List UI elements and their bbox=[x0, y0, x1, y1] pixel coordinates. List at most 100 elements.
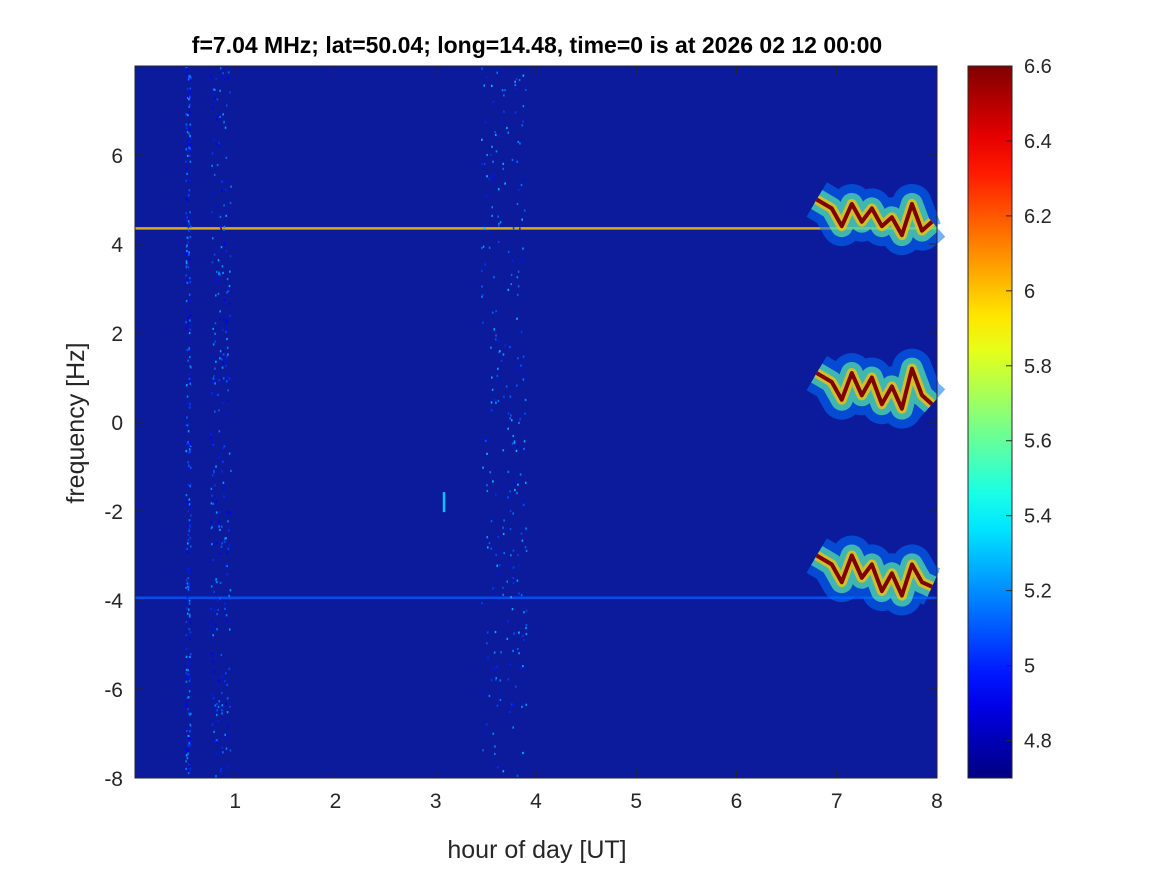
noise-speck bbox=[520, 667, 522, 669]
noise-speck bbox=[187, 401, 189, 403]
noise-speck bbox=[224, 226, 226, 228]
noise-speck bbox=[211, 585, 213, 587]
noise-speck bbox=[186, 173, 188, 175]
noise-speck bbox=[190, 329, 192, 331]
noise-speck bbox=[213, 471, 215, 473]
noise-speck bbox=[485, 731, 487, 733]
noise-speck bbox=[498, 224, 500, 226]
noise-speck bbox=[226, 358, 228, 360]
noise-speck bbox=[503, 94, 505, 96]
noise-speck bbox=[496, 666, 498, 668]
noise-speck bbox=[190, 225, 192, 227]
noise-speck bbox=[217, 609, 219, 611]
noise-speck bbox=[521, 124, 523, 126]
noise-speck bbox=[189, 135, 191, 137]
noise-speck bbox=[216, 511, 218, 513]
noise-speck bbox=[226, 157, 228, 159]
noise-speck bbox=[190, 76, 192, 78]
noise-speck bbox=[518, 285, 520, 287]
noise-speck bbox=[225, 331, 227, 333]
noise-speck bbox=[190, 281, 192, 283]
noise-speck bbox=[229, 377, 231, 379]
noise-speck bbox=[497, 215, 499, 217]
noise-speck bbox=[229, 544, 231, 546]
noise-speck bbox=[188, 534, 190, 536]
noise-speck bbox=[188, 223, 190, 225]
noise-speck bbox=[189, 600, 191, 602]
noise-speck bbox=[186, 750, 188, 752]
noise-speck bbox=[227, 210, 229, 212]
noise-speck bbox=[522, 500, 524, 502]
x-tick-label: 5 bbox=[630, 790, 642, 813]
noise-speck bbox=[220, 216, 222, 218]
noise-speck bbox=[228, 548, 230, 550]
noise-speck bbox=[187, 423, 189, 425]
noise-speck bbox=[218, 525, 220, 527]
noise-speck bbox=[512, 650, 514, 652]
noise-speck bbox=[515, 111, 517, 113]
noise-speck bbox=[517, 357, 519, 359]
noise-speck bbox=[190, 150, 192, 152]
noise-speck bbox=[210, 75, 212, 77]
noise-speck bbox=[189, 638, 191, 640]
noise-speck bbox=[508, 678, 510, 680]
noise-speck bbox=[492, 312, 494, 314]
noise-speck bbox=[223, 495, 225, 497]
noise-speck bbox=[516, 161, 518, 163]
noise-speck bbox=[214, 739, 216, 741]
noise-speck bbox=[188, 430, 190, 432]
noise-speck bbox=[187, 150, 189, 152]
noise-speck bbox=[482, 467, 484, 469]
noise-speck bbox=[519, 142, 521, 144]
noise-speck bbox=[218, 373, 220, 375]
noise-speck bbox=[486, 642, 488, 644]
noise-speck bbox=[508, 471, 510, 473]
noise-speck bbox=[509, 346, 511, 348]
noise-speck bbox=[518, 189, 520, 191]
noise-speck bbox=[225, 703, 227, 705]
noise-speck bbox=[509, 417, 511, 419]
noise-speck bbox=[188, 76, 190, 78]
noise-speck bbox=[212, 693, 214, 695]
noise-speck bbox=[210, 78, 212, 80]
noise-speck bbox=[222, 751, 224, 753]
noise-speck bbox=[188, 141, 190, 143]
noise-speck bbox=[220, 768, 222, 770]
noise-speck bbox=[523, 75, 525, 77]
noise-speck bbox=[518, 632, 520, 634]
noise-speck bbox=[508, 412, 510, 414]
noise-speck bbox=[214, 382, 216, 384]
noise-speck bbox=[513, 582, 515, 584]
noise-speck bbox=[218, 272, 220, 274]
noise-speck bbox=[493, 101, 495, 103]
noise-speck bbox=[223, 318, 225, 320]
noise-speck bbox=[221, 692, 223, 694]
noise-speck bbox=[496, 72, 498, 74]
noise-speck bbox=[190, 545, 192, 547]
noise-speck bbox=[522, 752, 524, 754]
noise-speck bbox=[525, 399, 527, 401]
noise-speck bbox=[494, 399, 496, 401]
noise-speck bbox=[516, 492, 518, 494]
noise-speck bbox=[219, 116, 221, 118]
noise-speck bbox=[230, 589, 232, 591]
x-tick-label: 3 bbox=[430, 790, 442, 813]
noise-speck bbox=[227, 711, 229, 713]
x-tick-label: 4 bbox=[530, 790, 542, 813]
noise-speck bbox=[502, 587, 504, 589]
noise-speck bbox=[497, 368, 499, 370]
noise-speck bbox=[511, 419, 513, 421]
noise-speck bbox=[517, 648, 519, 650]
noise-speck bbox=[221, 747, 223, 749]
noise-speck bbox=[185, 197, 187, 199]
noise-speck bbox=[501, 360, 503, 362]
noise-speck bbox=[227, 353, 229, 355]
noise-speck bbox=[212, 474, 214, 476]
noise-speck bbox=[186, 212, 188, 214]
noise-speck bbox=[217, 98, 219, 100]
colorbar-ticks: 4.8 5 5.2 5.4 5.6 5.8 6 6.2 6.4 6.6 bbox=[1006, 56, 1052, 753]
noise-speck bbox=[226, 565, 228, 567]
noise-speck bbox=[189, 403, 191, 405]
noise-speck bbox=[213, 378, 215, 380]
noise-speck bbox=[523, 178, 525, 180]
